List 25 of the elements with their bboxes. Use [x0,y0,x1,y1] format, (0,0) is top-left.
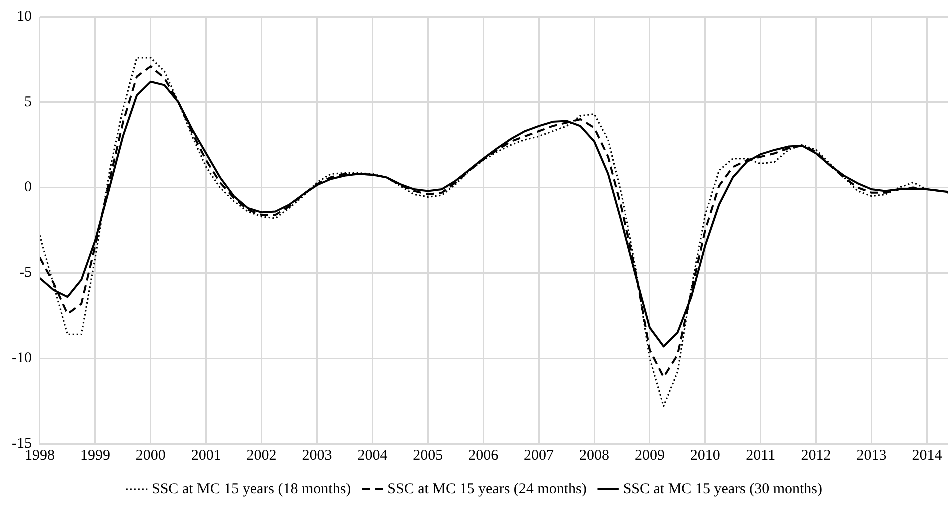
x-tick-label: 2010 [690,448,720,464]
legend-label: SSC at MC 15 years (18 months) [152,481,352,498]
x-tick-label: 2001 [191,448,222,464]
x-tick-label: 2007 [524,448,555,464]
x-tick-label: 2003 [302,448,332,464]
y-tick-label: 5 [24,94,32,110]
legend-label: SSC at MC 15 years (30 months) [623,481,823,498]
y-tick-label: -5 [19,265,32,282]
x-tick-label: 2002 [246,448,277,464]
x-tick-label: 2005 [413,448,444,464]
x-tick-label: 2004 [358,448,388,464]
x-tick-label: 2000 [136,448,166,464]
x-tick-label: 2008 [580,448,610,464]
y-tick-label: -10 [12,350,32,367]
y-tick-label: 0 [24,180,32,196]
x-tick-label: 1998 [24,448,55,464]
x-tick-label: 2014 [912,448,943,464]
x-tick-label: 2012 [801,448,832,464]
x-tick-label: 1999 [80,448,110,464]
x-tick-label: 2013 [856,448,887,464]
x-tick-label: 2006 [468,448,500,464]
legend-label: SSC at MC 15 years (24 months) [388,481,587,498]
y-tick-label: 10 [16,8,32,25]
x-tick-label: 2011 [746,448,776,464]
x-tick-label: 2009 [634,448,665,464]
